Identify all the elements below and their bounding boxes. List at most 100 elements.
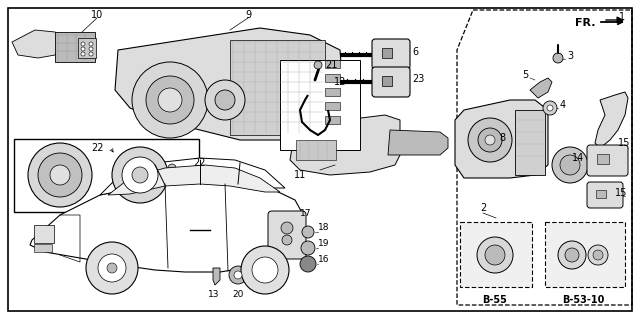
Text: 12: 12 — [334, 77, 346, 87]
Polygon shape — [30, 183, 305, 272]
Circle shape — [547, 105, 553, 111]
Bar — [325, 74, 340, 82]
Bar — [14, 139, 199, 212]
Polygon shape — [108, 165, 280, 195]
Polygon shape — [388, 130, 448, 155]
FancyBboxPatch shape — [587, 182, 623, 208]
Circle shape — [485, 135, 495, 145]
FancyBboxPatch shape — [587, 145, 628, 176]
Circle shape — [300, 256, 316, 272]
Polygon shape — [290, 115, 400, 175]
Text: 4: 4 — [560, 100, 566, 110]
Circle shape — [302, 226, 314, 238]
Circle shape — [122, 157, 158, 193]
Circle shape — [314, 61, 322, 69]
Bar — [34, 244, 52, 252]
Polygon shape — [213, 268, 220, 285]
Bar — [34, 225, 54, 243]
Circle shape — [477, 237, 513, 273]
Circle shape — [38, 153, 82, 197]
Bar — [596, 190, 606, 198]
Circle shape — [593, 250, 603, 260]
Bar — [230, 40, 325, 135]
Circle shape — [132, 62, 208, 138]
Bar — [325, 60, 340, 68]
Circle shape — [252, 257, 278, 283]
Text: 22: 22 — [193, 158, 205, 168]
Text: 21: 21 — [325, 60, 337, 70]
Text: 6: 6 — [412, 47, 418, 57]
Text: 1: 1 — [619, 12, 625, 22]
Bar — [325, 116, 340, 124]
Text: 19: 19 — [318, 240, 330, 249]
Text: 11: 11 — [294, 170, 306, 180]
FancyBboxPatch shape — [268, 211, 306, 259]
Bar — [382, 76, 392, 86]
Text: 23: 23 — [412, 74, 424, 84]
Bar — [325, 88, 340, 96]
Circle shape — [543, 101, 557, 115]
Circle shape — [158, 88, 182, 112]
Text: 18: 18 — [318, 224, 330, 233]
Circle shape — [301, 241, 315, 255]
Bar — [597, 154, 609, 164]
Text: 20: 20 — [232, 290, 244, 299]
Bar — [280, 60, 360, 150]
Polygon shape — [100, 158, 285, 195]
Circle shape — [485, 245, 505, 265]
Circle shape — [86, 242, 138, 294]
Circle shape — [81, 42, 85, 46]
Polygon shape — [455, 100, 548, 178]
Circle shape — [28, 143, 92, 207]
Text: 14: 14 — [572, 153, 584, 163]
Circle shape — [89, 47, 93, 51]
Circle shape — [205, 80, 245, 120]
Circle shape — [98, 254, 126, 282]
Circle shape — [558, 241, 586, 269]
Bar — [325, 102, 340, 110]
Circle shape — [81, 47, 85, 51]
Text: FR.: FR. — [575, 18, 595, 28]
Circle shape — [234, 271, 242, 279]
Bar — [296, 140, 336, 160]
Circle shape — [146, 76, 194, 124]
Circle shape — [50, 165, 70, 185]
Polygon shape — [12, 30, 65, 58]
Text: 2: 2 — [480, 203, 486, 213]
Text: 8: 8 — [499, 133, 505, 143]
Circle shape — [89, 52, 93, 56]
Circle shape — [588, 245, 608, 265]
Text: 16: 16 — [318, 256, 330, 264]
Polygon shape — [595, 92, 628, 148]
Polygon shape — [530, 78, 552, 98]
Text: B-53-10: B-53-10 — [562, 295, 604, 305]
Text: B-55: B-55 — [483, 295, 508, 305]
Circle shape — [81, 52, 85, 56]
Circle shape — [229, 266, 247, 284]
Bar — [78, 38, 96, 58]
Circle shape — [281, 222, 293, 234]
Circle shape — [215, 90, 235, 110]
Text: 13: 13 — [208, 290, 220, 299]
Circle shape — [552, 147, 588, 183]
Circle shape — [89, 42, 93, 46]
Circle shape — [241, 246, 289, 294]
Bar — [545, 222, 625, 287]
Circle shape — [553, 53, 563, 63]
Bar — [515, 110, 545, 175]
FancyBboxPatch shape — [372, 39, 410, 69]
Bar — [460, 222, 532, 287]
Text: 15: 15 — [614, 188, 627, 198]
Circle shape — [132, 167, 148, 183]
Circle shape — [560, 155, 580, 175]
Circle shape — [107, 263, 117, 273]
Bar — [382, 48, 392, 58]
Polygon shape — [115, 28, 345, 140]
Circle shape — [112, 147, 168, 203]
Text: 22: 22 — [92, 143, 104, 153]
Bar — [55, 32, 95, 62]
Text: 17: 17 — [300, 209, 312, 218]
Text: 10: 10 — [91, 10, 103, 20]
Circle shape — [168, 164, 176, 172]
Text: 5: 5 — [522, 70, 528, 80]
